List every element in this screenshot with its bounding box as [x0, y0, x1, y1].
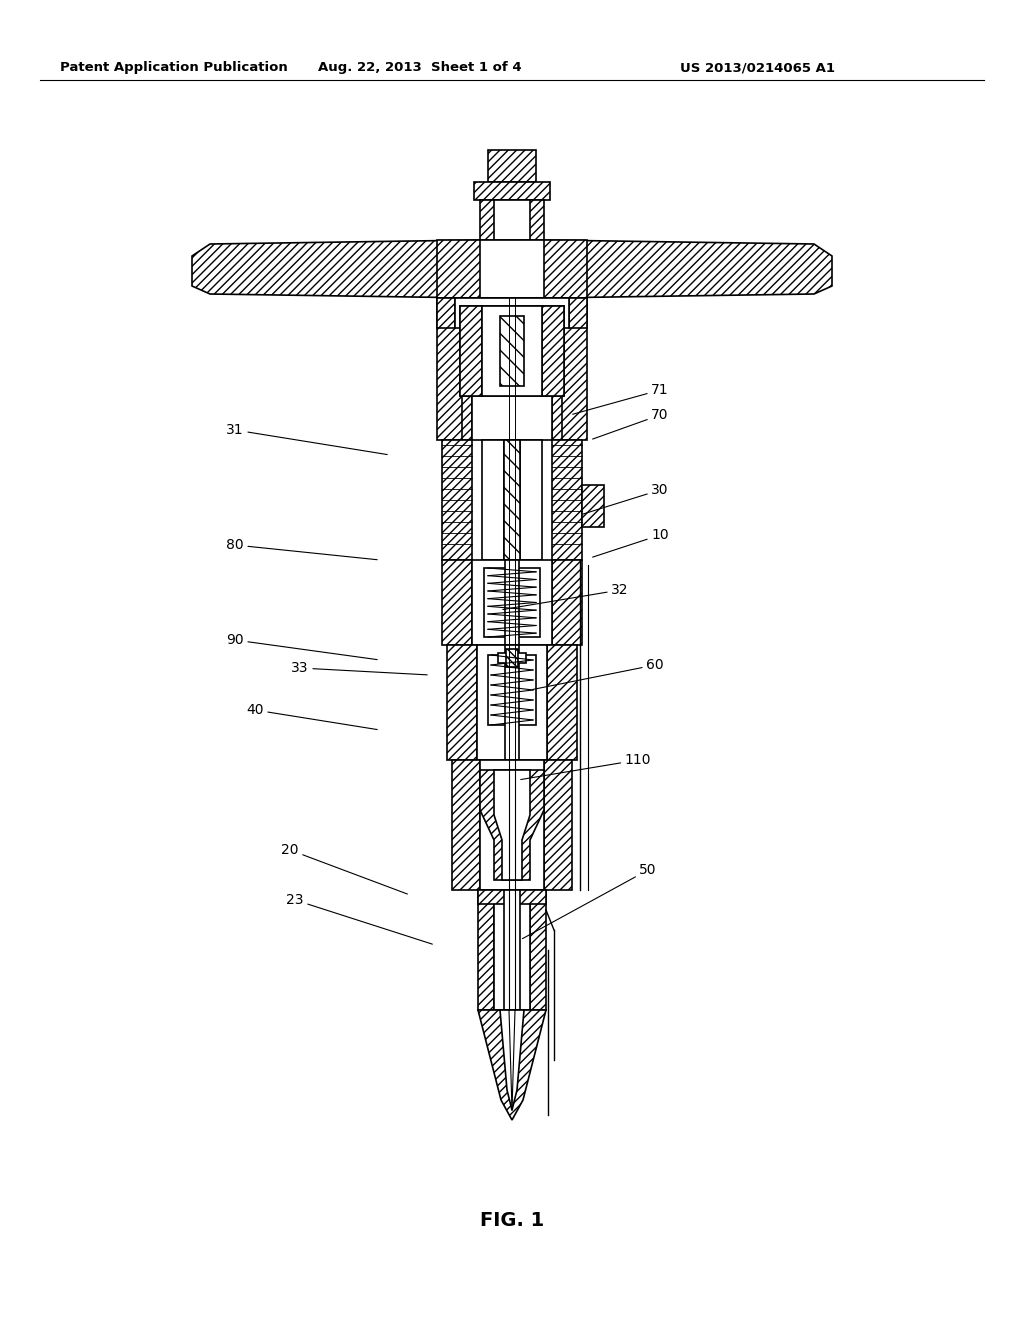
- Bar: [504, 440, 520, 560]
- Bar: [530, 890, 546, 1010]
- Text: 31: 31: [226, 422, 387, 454]
- Bar: [504, 440, 520, 560]
- Bar: [472, 560, 552, 645]
- Bar: [437, 298, 455, 327]
- Bar: [472, 298, 552, 440]
- Bar: [544, 760, 572, 890]
- Text: 32: 32: [503, 583, 629, 610]
- Bar: [442, 440, 472, 560]
- Bar: [447, 645, 477, 760]
- Bar: [460, 306, 482, 396]
- Bar: [477, 645, 547, 760]
- Polygon shape: [544, 240, 831, 298]
- Bar: [455, 298, 569, 327]
- Text: Patent Application Publication: Patent Application Publication: [60, 62, 288, 74]
- Bar: [498, 653, 526, 663]
- Bar: [505, 645, 519, 760]
- Bar: [482, 306, 542, 396]
- Bar: [480, 760, 544, 890]
- Text: 50: 50: [522, 863, 656, 939]
- Text: 60: 60: [532, 657, 664, 689]
- Bar: [484, 568, 540, 638]
- Bar: [552, 298, 587, 440]
- Bar: [582, 484, 604, 527]
- Polygon shape: [478, 1010, 546, 1119]
- Bar: [500, 315, 524, 385]
- Text: 70: 70: [593, 408, 669, 440]
- Bar: [462, 298, 472, 440]
- Text: 40: 40: [246, 704, 377, 730]
- Text: 10: 10: [593, 528, 669, 557]
- Bar: [452, 760, 480, 890]
- Bar: [488, 655, 536, 725]
- Text: 110: 110: [521, 752, 651, 780]
- Text: 30: 30: [583, 483, 669, 515]
- Bar: [480, 201, 544, 285]
- Text: 33: 33: [291, 661, 427, 675]
- Bar: [505, 560, 519, 645]
- Text: 23: 23: [287, 894, 432, 944]
- Polygon shape: [494, 770, 530, 880]
- Bar: [542, 306, 564, 396]
- Bar: [552, 298, 562, 440]
- Text: 71: 71: [572, 383, 669, 414]
- Text: Aug. 22, 2013  Sheet 1 of 4: Aug. 22, 2013 Sheet 1 of 4: [318, 62, 522, 74]
- Bar: [506, 649, 518, 667]
- Text: FIG. 1: FIG. 1: [480, 1210, 544, 1229]
- Bar: [478, 890, 494, 1010]
- Text: 20: 20: [282, 843, 408, 894]
- Bar: [482, 440, 542, 560]
- Bar: [547, 645, 577, 760]
- Bar: [442, 560, 472, 645]
- Bar: [504, 890, 520, 1010]
- Bar: [478, 890, 546, 904]
- Polygon shape: [437, 240, 587, 298]
- Polygon shape: [193, 240, 480, 298]
- Bar: [488, 150, 536, 182]
- Bar: [460, 306, 564, 396]
- Text: US 2013/0214065 A1: US 2013/0214065 A1: [680, 62, 835, 74]
- Bar: [474, 182, 550, 201]
- Text: 90: 90: [226, 634, 377, 660]
- Bar: [552, 560, 582, 645]
- Text: 80: 80: [226, 539, 377, 560]
- Polygon shape: [500, 1010, 524, 1110]
- Bar: [494, 890, 530, 1010]
- Bar: [569, 298, 587, 327]
- Polygon shape: [480, 770, 544, 880]
- Bar: [437, 298, 472, 440]
- Bar: [552, 440, 582, 560]
- Bar: [480, 240, 544, 298]
- Bar: [494, 201, 530, 285]
